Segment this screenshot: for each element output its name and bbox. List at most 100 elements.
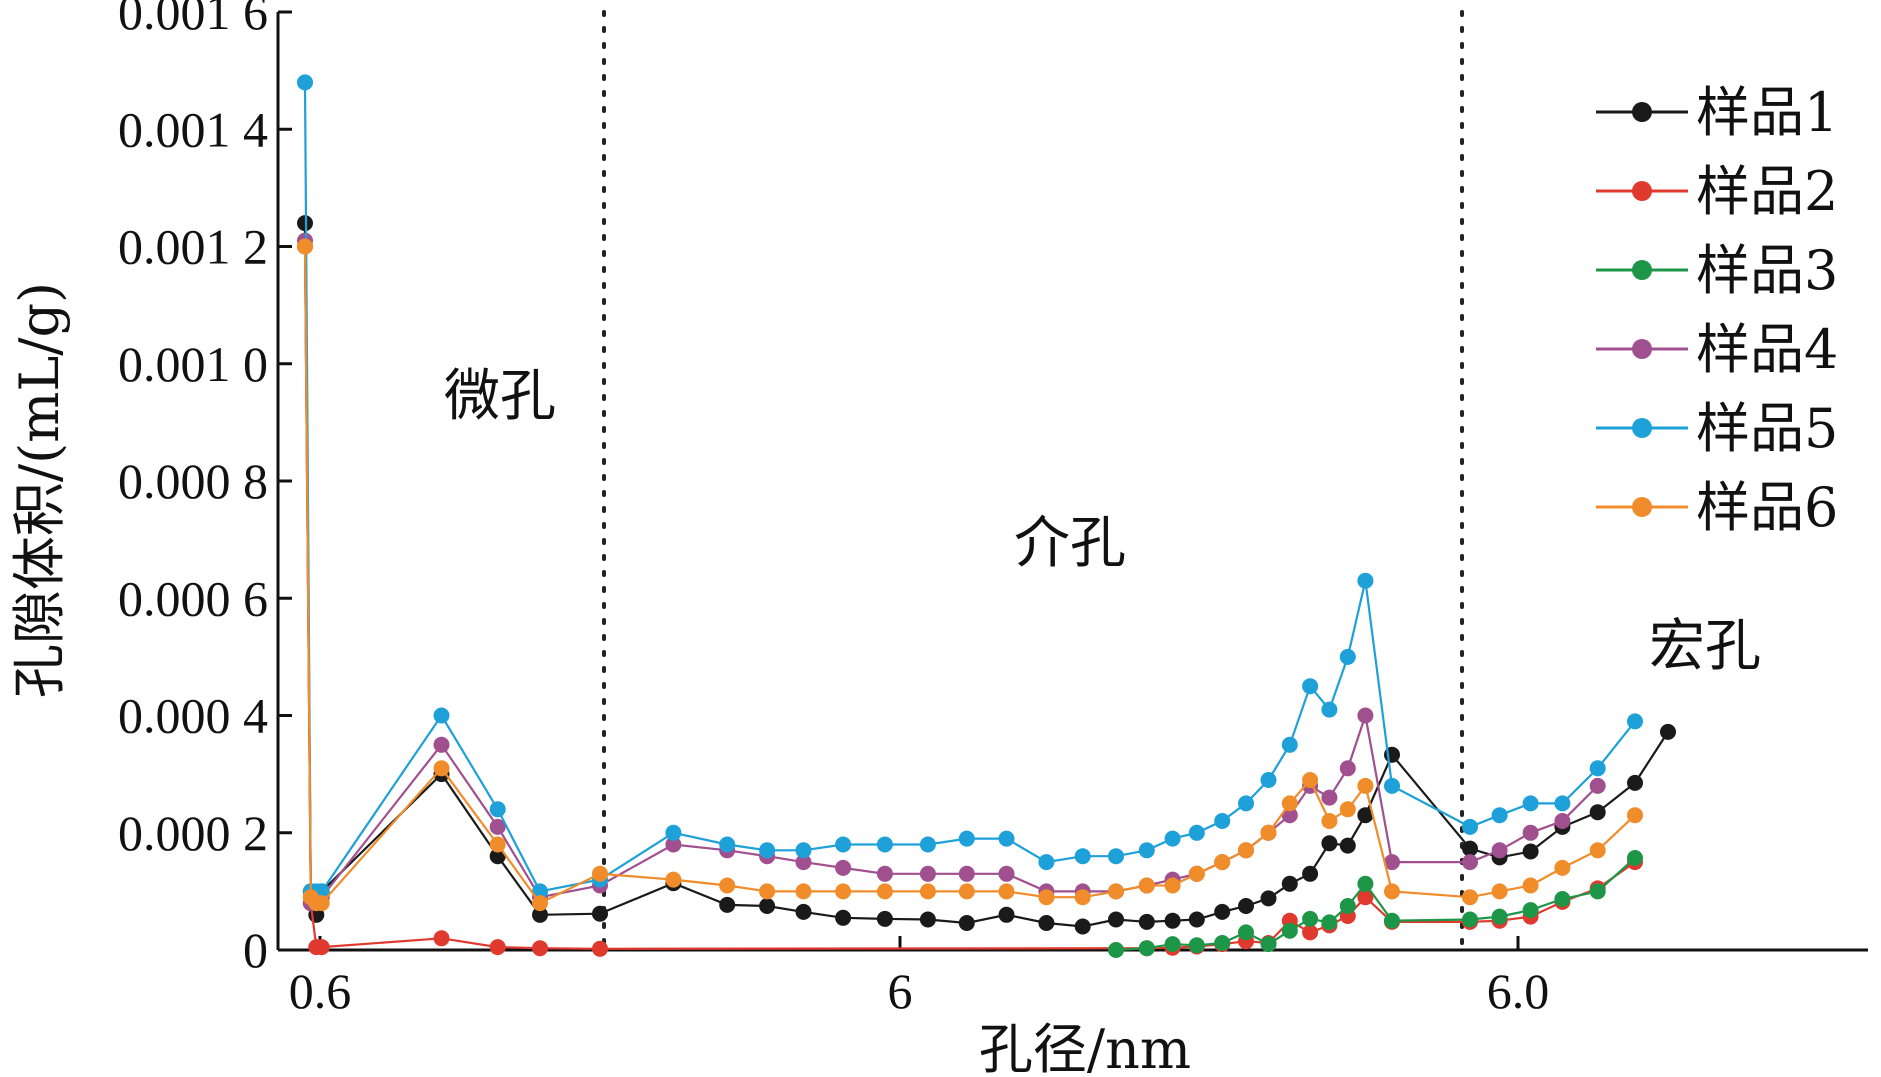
data-point xyxy=(1589,883,1606,900)
data-point xyxy=(759,898,776,914)
data-point xyxy=(998,906,1015,923)
legend-marker xyxy=(1632,260,1652,280)
data-point xyxy=(1462,818,1478,835)
data-point xyxy=(1164,936,1181,953)
series-line xyxy=(303,246,1636,905)
data-point xyxy=(1281,736,1298,753)
data-point xyxy=(919,865,936,882)
data-point xyxy=(1108,848,1124,865)
data-point xyxy=(1302,924,1319,941)
data-point xyxy=(759,842,776,859)
data-point xyxy=(1357,572,1374,589)
legend: 样品1 样品2 样品3 样品4 样品5 样品6 xyxy=(1596,81,1838,539)
data-point xyxy=(1164,877,1181,894)
legend-label: 样品1 xyxy=(1696,81,1838,144)
data-point xyxy=(1260,890,1277,907)
data-point xyxy=(1462,854,1478,871)
legend-label: 样品4 xyxy=(1696,318,1838,381)
data-point xyxy=(532,895,548,912)
data-point xyxy=(1214,935,1231,951)
data-point xyxy=(1302,678,1319,695)
data-point xyxy=(1281,922,1298,939)
data-point xyxy=(1138,913,1155,930)
data-point xyxy=(1138,877,1155,894)
legend-item: 样品4 xyxy=(1596,318,1838,381)
data-point xyxy=(433,930,450,947)
data-point xyxy=(313,895,330,912)
data-point xyxy=(1462,889,1478,906)
data-point xyxy=(1214,813,1231,829)
legend-item: 样品1 xyxy=(1596,81,1838,144)
data-point xyxy=(1589,777,1606,794)
data-point xyxy=(665,871,682,888)
data-point xyxy=(1339,760,1356,777)
data-point xyxy=(1074,848,1091,865)
data-point xyxy=(835,883,852,900)
data-point xyxy=(1522,877,1539,894)
data-point xyxy=(998,865,1015,882)
data-point xyxy=(1321,835,1338,852)
data-point xyxy=(489,836,506,853)
data-point xyxy=(1302,910,1319,927)
data-point xyxy=(592,940,608,957)
data-point xyxy=(1260,772,1277,788)
y-tick-label: 0.001 0 xyxy=(118,336,268,392)
data-point xyxy=(1660,723,1676,740)
legend-item: 样品5 xyxy=(1596,397,1838,460)
data-point xyxy=(1384,883,1400,900)
data-point xyxy=(1491,908,1508,925)
y-tick-label: 0.000 8 xyxy=(118,453,268,509)
data-point xyxy=(876,865,893,882)
data-point xyxy=(1339,801,1356,818)
y-tick-label: 0.001 4 xyxy=(118,101,268,157)
data-point xyxy=(835,909,852,926)
data-point xyxy=(297,238,313,255)
data-point xyxy=(1281,807,1298,824)
data-point xyxy=(1522,795,1539,812)
data-point xyxy=(1384,777,1400,794)
data-point xyxy=(919,836,936,853)
legend-marker xyxy=(1632,102,1652,122)
data-point xyxy=(958,830,975,847)
data-point xyxy=(1074,889,1091,906)
y-tick-label: 0.000 4 xyxy=(118,688,268,744)
y-tick-label: 0.000 2 xyxy=(118,805,268,861)
data-point xyxy=(1554,891,1571,907)
data-point xyxy=(1491,807,1508,824)
x-tick-label: 6.0 xyxy=(1487,963,1550,1019)
data-point xyxy=(1357,889,1374,906)
y-tick-label: 0.001 6 xyxy=(118,0,268,40)
series-6 xyxy=(297,238,1643,912)
data-point xyxy=(1108,942,1124,958)
data-point xyxy=(998,830,1015,847)
data-point xyxy=(876,836,893,853)
axes xyxy=(276,10,1868,952)
data-point xyxy=(1164,830,1181,847)
data-point xyxy=(795,842,812,859)
data-point xyxy=(1357,777,1374,794)
data-point xyxy=(532,940,548,957)
data-point xyxy=(1302,865,1319,882)
data-point xyxy=(1108,883,1124,900)
data-point xyxy=(1554,795,1571,812)
legend-item: 样品2 xyxy=(1596,160,1838,223)
x-tick-label: 6 xyxy=(888,963,913,1019)
data-point xyxy=(489,801,506,818)
y-tick-label: 0.000 6 xyxy=(118,570,268,626)
data-point xyxy=(1164,912,1181,929)
data-point xyxy=(1627,807,1643,824)
data-point xyxy=(1321,813,1338,829)
region-label: 微孔 xyxy=(444,364,556,429)
data-point xyxy=(1589,804,1606,821)
data-point xyxy=(795,854,812,871)
data-point xyxy=(835,859,852,876)
series-line xyxy=(303,82,1636,893)
data-point xyxy=(433,760,450,777)
data-point xyxy=(1188,911,1205,928)
y-axis-title: 孔隙体积/(mL/g) xyxy=(8,282,71,698)
data-point xyxy=(1188,824,1205,841)
data-point xyxy=(1038,889,1055,906)
data-point xyxy=(1074,918,1091,935)
data-point xyxy=(1522,824,1539,841)
